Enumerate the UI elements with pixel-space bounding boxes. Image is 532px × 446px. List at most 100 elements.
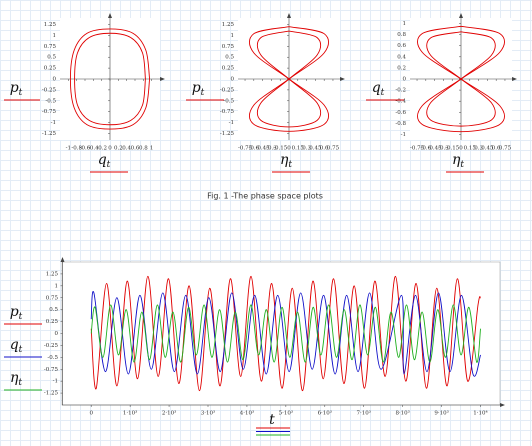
series-label: pt <box>10 304 23 322</box>
x-tick-label: 5·10³ <box>279 410 293 417</box>
x-tick-label: 0.8 <box>139 146 148 152</box>
label-symbol: p <box>10 80 19 96</box>
y-tick-label: -0.4 <box>395 99 406 105</box>
y-tick-label: -0.25 <box>220 87 235 93</box>
x-tick-label: 0.3 <box>474 146 483 152</box>
x-tick-label: 8·10³ <box>395 410 409 417</box>
y-tick-label: -0.8 <box>395 121 406 127</box>
y-tick-label: 0.75 <box>44 44 57 50</box>
y-tick-label: 0.8 <box>397 32 406 38</box>
series-line <box>74 32 146 126</box>
x-tick-label: 0.15 <box>464 146 477 152</box>
series-line <box>417 25 505 133</box>
label-symbol: q <box>372 80 381 96</box>
x-axis-arrow <box>512 77 517 81</box>
label-symbol: η <box>280 152 289 168</box>
y-tick-label: 1.25 <box>44 22 57 28</box>
y-tick-label: 1.25 <box>46 271 59 277</box>
series-label: qt <box>10 337 23 355</box>
y-tick-label: -0.5 <box>223 98 234 104</box>
x-tick-label: -0.75 <box>410 146 425 152</box>
x-tick-label: 1·10³ <box>123 410 137 417</box>
x-tick-label: 0.6 <box>131 146 140 152</box>
x-tick-label: 0.6 <box>492 146 501 152</box>
x-tick-label: 0.75 <box>327 146 340 152</box>
y-tick-label: 0.5 <box>49 307 58 313</box>
y-axis-arrow <box>108 13 112 18</box>
label-symbol: t <box>269 412 275 428</box>
x-tick-label: 0.4 <box>122 146 131 152</box>
label-symbol: η <box>452 152 461 168</box>
x-tick-label: -0.3 <box>266 146 277 152</box>
x-tick-label: 0.75 <box>499 146 512 152</box>
y-tick-label: -0.5 <box>47 355 58 361</box>
x-tick-label: 0.3 <box>302 146 311 152</box>
x-tick-label: -0.6 <box>249 146 260 152</box>
x-tick-label: -0.6 <box>80 146 91 152</box>
x-tick-label: -0.75 <box>238 146 253 152</box>
y-tick-label: -1 <box>51 120 56 126</box>
label-subscript: t <box>19 345 23 355</box>
label-subscript: t <box>201 88 205 98</box>
label-symbol: q <box>98 152 107 168</box>
x-tick-label: 1·10⁴ <box>473 410 488 417</box>
x-axis-arrow <box>340 77 345 81</box>
y-tick-label: 0 <box>403 77 407 83</box>
y-axis-label: pt <box>10 80 23 98</box>
y-tick-label: 0.25 <box>222 66 235 72</box>
y-tick-label: 0 <box>55 331 59 337</box>
x-tick-label: -0.15 <box>273 146 288 152</box>
y-tick-label: 0.2 <box>397 65 406 71</box>
y-tick-label: -1.25 <box>44 391 59 397</box>
figure-caption: Fig. 1 -The phase space plots <box>207 192 323 201</box>
label-symbol: p <box>192 80 201 96</box>
label-symbol: q <box>10 337 19 353</box>
x-tick-label: -0.6 <box>421 146 432 152</box>
y-tick-label: 1.25 <box>222 22 235 28</box>
y-axis-label: pt <box>192 80 205 98</box>
y-axis-arrow <box>459 13 463 18</box>
x-tick-label: 0 <box>89 411 93 417</box>
x-tick-label: 6·10³ <box>318 410 332 417</box>
x-tick-label: 1 <box>150 146 154 152</box>
x-tick-label: 0 <box>459 146 463 152</box>
series-line <box>90 304 481 363</box>
x-tick-label: -0.45 <box>428 146 443 152</box>
x-tick-label: -0.2 <box>96 146 107 152</box>
label-subscript: t <box>460 160 464 170</box>
y-tick-label: -0.2 <box>395 88 406 94</box>
label-subscript: t <box>19 312 23 322</box>
y-tick-label: -1 <box>401 132 406 138</box>
y-tick-label: -1 <box>53 379 58 385</box>
plot-area <box>61 261 501 406</box>
x-axis-label: ηt <box>452 152 464 170</box>
x-tick-label: 0.45 <box>309 146 322 152</box>
x-tick-label: 3·10³ <box>201 410 215 417</box>
y-tick-label: 1 <box>53 33 57 39</box>
y-tick-label: 0 <box>231 77 235 83</box>
y-tick-label: -0.25 <box>42 87 57 93</box>
label-subscript: t <box>19 88 23 98</box>
series-line <box>426 31 496 127</box>
x-tick-label: 0 <box>108 146 112 152</box>
label-subscript: t <box>18 378 22 388</box>
y-tick-label: 0 <box>53 77 57 83</box>
x-axis-label: ηt <box>280 152 292 170</box>
y-tick-label: -0.75 <box>220 109 235 115</box>
y-tick-label: -0.25 <box>44 343 59 349</box>
y-tick-label: -0.75 <box>42 109 57 115</box>
y-tick-label: 0.6 <box>397 43 406 49</box>
x-tick-label: 7·10³ <box>357 410 371 417</box>
y-axis-arrow <box>287 13 291 18</box>
x-tick-label: -0.15 <box>445 146 460 152</box>
x-axis-label: t <box>269 412 275 428</box>
y-tick-label: 1 <box>403 21 407 27</box>
label-symbol: η <box>10 370 19 386</box>
x-tick-label: -1 <box>66 146 71 152</box>
y-axis-label: qt <box>372 80 385 98</box>
y-tick-label: 0.5 <box>47 55 56 61</box>
y-axis-arrow <box>60 257 65 262</box>
x-tick-label: -0.45 <box>256 146 271 152</box>
y-tick-label: -1.25 <box>42 131 57 137</box>
